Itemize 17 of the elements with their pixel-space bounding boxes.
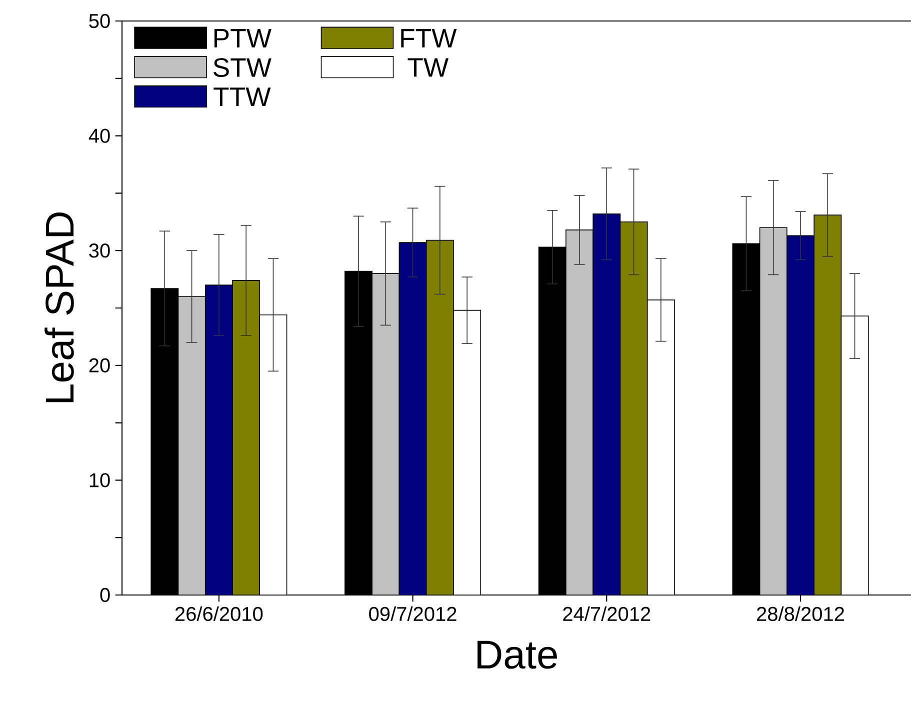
legend-label: FTW xyxy=(401,29,457,48)
x-tick-label: 26/6/2010 xyxy=(175,606,263,622)
legend-label: TTW xyxy=(214,88,271,106)
legend-label: TW xyxy=(408,58,449,77)
x-tick-label: 28/8/2012 xyxy=(757,606,844,622)
y-tick-label: 10 xyxy=(90,473,110,488)
x-tick-label: 24/7/2012 xyxy=(563,606,650,622)
legend-label: PTW xyxy=(214,29,272,48)
x-tick-label: 09/7/2012 xyxy=(369,606,456,622)
legend-label: STW xyxy=(214,58,272,77)
y-tick-label: 0 xyxy=(100,588,110,602)
x-axis-title: Date xyxy=(478,640,557,669)
y-tick-label: 20 xyxy=(89,358,110,372)
y-tick-label: 30 xyxy=(89,244,110,258)
y-tick-label: 50 xyxy=(89,14,110,28)
y-tick-label: 40 xyxy=(88,128,110,143)
y-axis-title: Leaf SPAD xyxy=(44,212,74,402)
